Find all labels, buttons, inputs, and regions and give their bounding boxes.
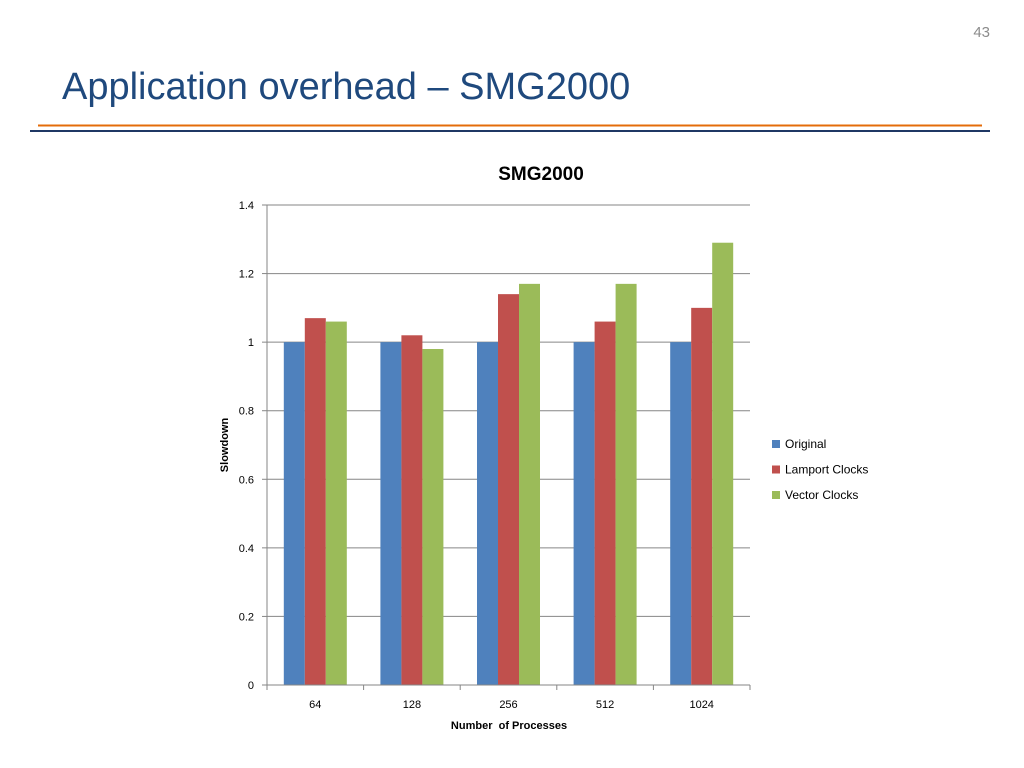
bar-vector-clocks <box>325 321 347 685</box>
x-tick-label: 1024 <box>689 699 713 711</box>
legend-label: Lamport Clocks <box>785 463 868 477</box>
bar-vector-clocks <box>712 242 734 685</box>
bar-lamport-clocks <box>304 318 326 685</box>
bar-lamport-clocks <box>691 307 713 685</box>
y-tick-label: 1 <box>248 337 254 349</box>
bar-lamport-clocks <box>594 321 616 685</box>
axes: 0 0.2 0.4 0.6 0.8 1 1.2 1.4 64 128 256 512 1024 <box>239 200 751 711</box>
chart-title: SMG2000 <box>498 164 584 185</box>
bar-vector-clocks <box>519 283 540 685</box>
slide-title: Application overhead – SMG2000 <box>62 66 631 108</box>
y-tick-label: 0.8 <box>239 406 254 418</box>
x-axis-label: Number of Processes <box>451 720 567 732</box>
bar-original <box>573 342 595 685</box>
x-tick-label: 64 <box>309 699 321 711</box>
legend-label: Original <box>785 437 826 451</box>
bar-vector-clocks <box>422 349 444 685</box>
y-tick-label: 0 <box>248 680 254 692</box>
bar-original <box>477 342 498 685</box>
y-tick-label: 0.4 <box>239 543 254 555</box>
bar-lamport-clocks <box>401 335 423 685</box>
y-tick-label: 0.2 <box>239 611 254 623</box>
bar-original <box>380 342 402 685</box>
y-tick-label: 0.6 <box>239 474 254 486</box>
legend-swatch <box>772 440 780 448</box>
legend-swatch <box>772 491 780 499</box>
legend-swatch <box>772 465 780 474</box>
bar-original <box>283 342 305 685</box>
y-axis-label: Slowdown <box>219 418 231 473</box>
x-tick-label: 256 <box>499 699 517 711</box>
bar-lamport-clocks <box>498 294 519 685</box>
bar-original <box>670 342 692 685</box>
x-tick-label: 512 <box>596 699 614 711</box>
title-divider <box>30 124 990 132</box>
bars <box>283 242 734 685</box>
page-number: 43 <box>973 24 990 41</box>
bar-vector-clocks <box>615 283 637 685</box>
legend-label: Vector Clocks <box>785 488 858 502</box>
x-tick-label: 128 <box>403 699 421 711</box>
legend: Original Lamport Clocks Vector Clocks <box>772 437 868 502</box>
y-tick-label: 1.2 <box>239 269 254 281</box>
y-tick-label: 1.4 <box>239 200 254 212</box>
